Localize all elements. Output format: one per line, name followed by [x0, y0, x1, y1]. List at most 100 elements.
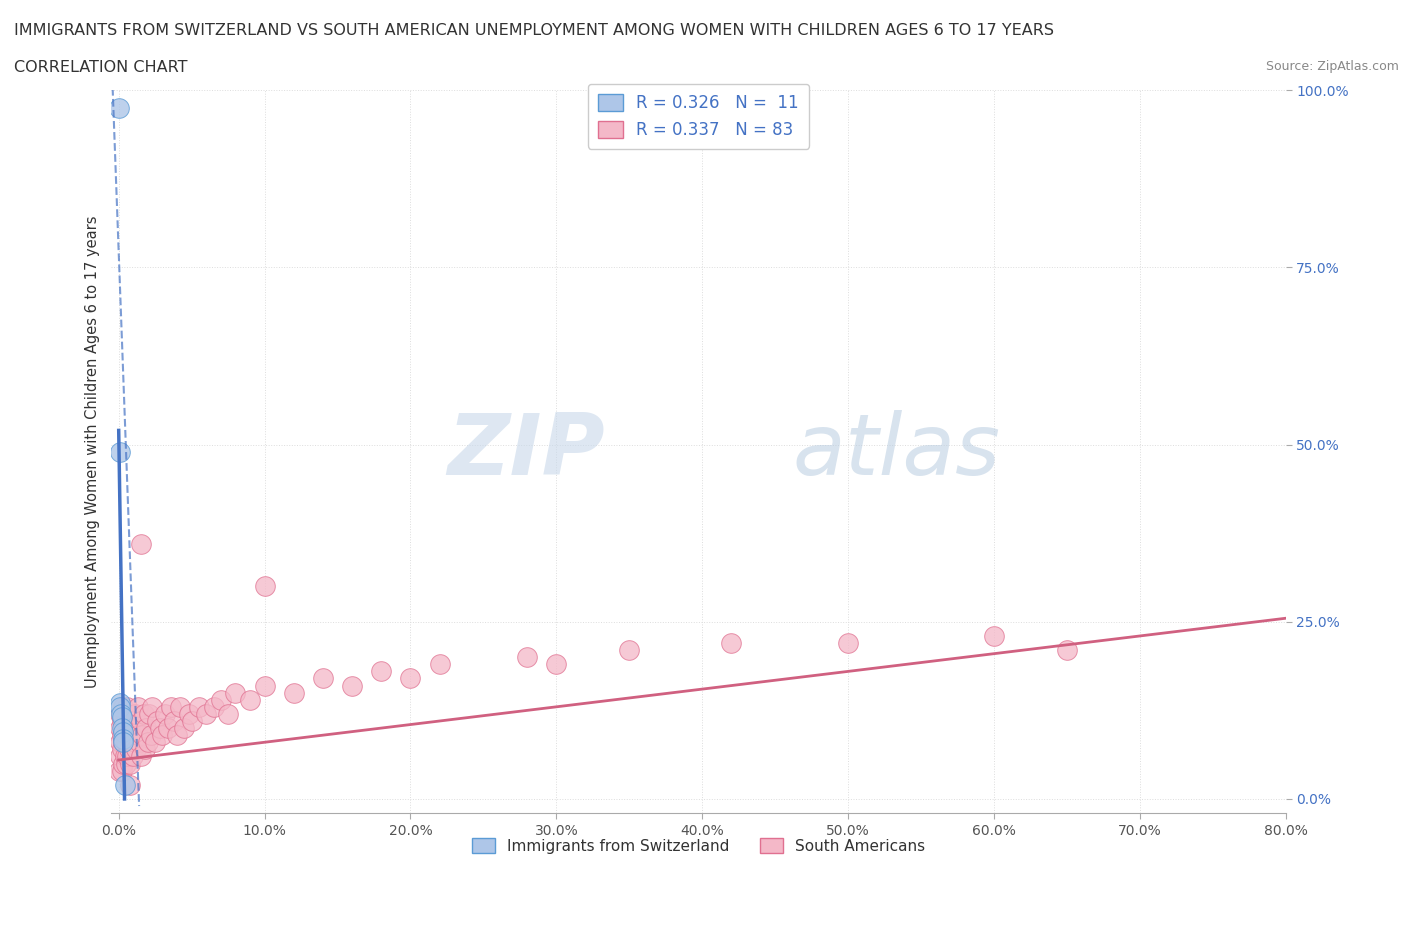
Point [155, 707, 177, 722]
Point [120, 728, 142, 743]
Point [136, 735, 159, 750]
Point [117, 749, 139, 764]
Point [112, 699, 135, 714]
Point [138, 707, 160, 722]
Point [139, 728, 162, 743]
Point [112, 735, 135, 750]
Point [169, 699, 191, 714]
Point [111, 742, 134, 757]
Point [108, 749, 131, 764]
Point [516, 650, 538, 665]
Point [283, 685, 305, 700]
Point [121, 713, 143, 728]
Point [112, 724, 135, 739]
Point [131, 728, 153, 743]
Point [546, 657, 568, 671]
Point [108, 764, 131, 778]
Point [128, 735, 150, 750]
Point [108, 100, 131, 115]
Point [152, 728, 174, 743]
Point [132, 707, 155, 722]
Point [115, 735, 138, 750]
Point [217, 707, 239, 722]
Point [120, 756, 142, 771]
Point [124, 735, 146, 750]
Point [148, 721, 170, 736]
Point [166, 728, 188, 743]
Point [108, 699, 131, 714]
Point [118, 721, 141, 736]
Point [239, 692, 262, 707]
Point [127, 728, 149, 743]
Point [253, 578, 276, 593]
Point [145, 713, 167, 728]
Point [312, 671, 335, 686]
Point [112, 756, 135, 771]
Point [114, 749, 136, 764]
Point [141, 699, 163, 714]
Text: ZIP: ZIP [447, 410, 605, 493]
Point [173, 721, 195, 736]
Text: Source: ZipAtlas.com: Source: ZipAtlas.com [1265, 60, 1399, 73]
Point [115, 713, 138, 728]
Point [114, 728, 136, 743]
Point [125, 742, 148, 757]
Point [114, 707, 136, 722]
Point [117, 728, 139, 743]
Legend: Immigrants from Switzerland, South Americans: Immigrants from Switzerland, South Ameri… [465, 831, 931, 859]
Point [108, 696, 131, 711]
Point [120, 777, 142, 792]
Point [370, 664, 392, 679]
Point [202, 699, 225, 714]
Point [112, 735, 135, 750]
Point [160, 699, 183, 714]
Y-axis label: Unemployment Among Women with Children Ages 6 to 17 years: Unemployment Among Women with Children A… [86, 216, 100, 688]
Point [110, 707, 132, 722]
Point [114, 777, 136, 792]
Text: atlas: atlas [793, 410, 1001, 493]
Point [115, 756, 138, 771]
Point [111, 710, 134, 724]
Point [195, 707, 218, 722]
Point [111, 713, 134, 728]
Point [129, 537, 152, 551]
Point [135, 721, 157, 736]
Point [127, 699, 149, 714]
Point [340, 678, 363, 693]
Point [117, 699, 139, 714]
Point [112, 721, 135, 736]
Point [108, 721, 131, 736]
Point [983, 629, 1005, 644]
Point [124, 707, 146, 722]
Point [187, 699, 209, 714]
Point [429, 657, 451, 671]
Point [108, 735, 131, 750]
Point [177, 707, 200, 722]
Point [134, 742, 156, 757]
Point [163, 713, 186, 728]
Point [143, 735, 166, 750]
Point [129, 749, 152, 764]
Point [118, 742, 141, 757]
Point [399, 671, 422, 686]
Text: IMMIGRANTS FROM SWITZERLAND VS SOUTH AMERICAN UNEMPLOYMENT AMONG WOMEN WITH CHIL: IMMIGRANTS FROM SWITZERLAND VS SOUTH AME… [14, 23, 1054, 38]
Point [1056, 643, 1078, 658]
Point [111, 764, 134, 778]
Point [121, 742, 143, 757]
Point [111, 728, 134, 743]
Point [837, 635, 859, 650]
Point [619, 643, 641, 658]
Point [111, 721, 134, 736]
Point [720, 635, 742, 650]
Point [157, 721, 180, 736]
Point [253, 678, 276, 693]
Point [180, 713, 202, 728]
Point [108, 445, 131, 459]
Point [108, 707, 131, 722]
Text: CORRELATION CHART: CORRELATION CHART [14, 60, 187, 75]
Point [209, 692, 232, 707]
Point [122, 749, 145, 764]
Point [122, 721, 145, 736]
Point [112, 731, 135, 746]
Point [129, 713, 152, 728]
